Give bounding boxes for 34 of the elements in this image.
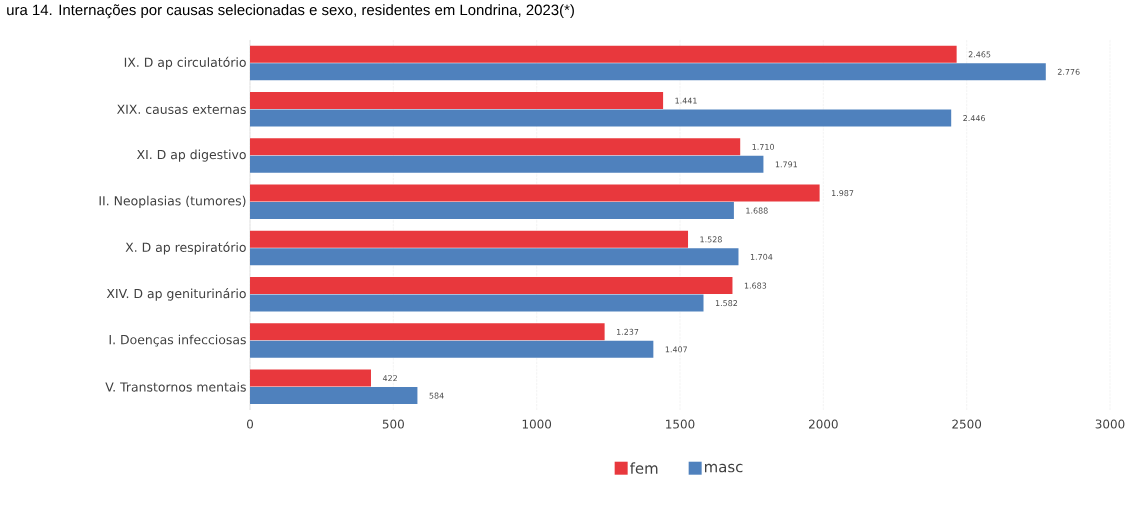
bar (250, 184, 820, 202)
bar (250, 155, 764, 173)
x-tick-label: 2000 (809, 419, 838, 429)
bar (250, 340, 654, 358)
x-tick-label: 1500 (666, 419, 695, 429)
bar (250, 230, 689, 248)
x-tick-label: 3000 (1095, 419, 1125, 429)
bar (250, 387, 418, 405)
x-tick-label: 500 (382, 419, 404, 429)
x-tick-label: 0 (246, 419, 254, 429)
bar (250, 138, 741, 156)
bar (250, 202, 734, 220)
bar (250, 277, 733, 295)
bar (250, 109, 952, 127)
bar (250, 63, 1046, 81)
x-tick-label: 2500 (952, 419, 982, 429)
y-tick-label: XIX. causas externas (117, 104, 246, 114)
legend-label: masc (705, 463, 743, 473)
y-tick-label: X. D ap respiratório (125, 241, 246, 255)
y-tick-label: IX. D ap circulatório (124, 56, 246, 70)
y-tick-label: V. Transtornos mentais (105, 382, 246, 392)
y-tick-label: XIV. D ap geniturinário (106, 288, 246, 301)
bar (250, 248, 739, 266)
y-tick-label: II. Neoplasias (tumores) (99, 195, 246, 208)
x-tick-label: 1000 (522, 419, 552, 429)
y-tick-label: XI. D ap digestivo (136, 149, 246, 162)
legend-label: fem (630, 462, 658, 474)
y-tick-label: I. Doenças infecciosas (109, 334, 246, 347)
bar (250, 294, 704, 312)
bar (250, 369, 371, 387)
chart-title: ura 14. Internações por causas selecionadas e sexo, residentes em Londrina, 2023(*) (7, 4, 574, 19)
bar (250, 323, 605, 341)
bar (250, 92, 664, 110)
bar (250, 45, 957, 63)
